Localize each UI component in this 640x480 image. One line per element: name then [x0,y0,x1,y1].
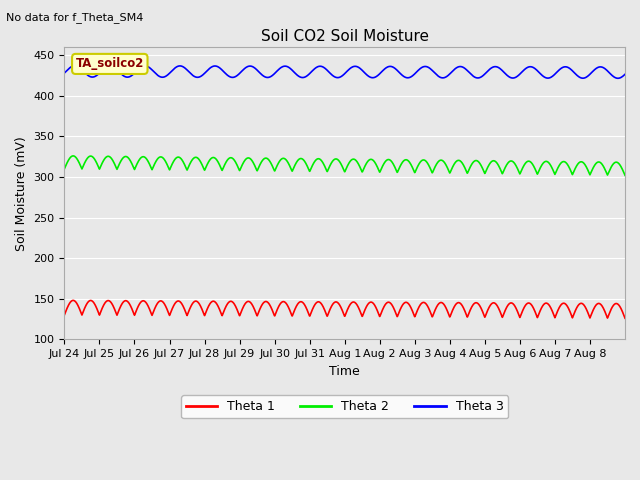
Legend: Theta 1, Theta 2, Theta 3: Theta 1, Theta 2, Theta 3 [181,395,508,418]
Text: TA_soilco2: TA_soilco2 [76,58,144,71]
Text: No data for f_Theta_SM4: No data for f_Theta_SM4 [6,12,144,23]
Y-axis label: Soil Moisture (mV): Soil Moisture (mV) [15,136,28,251]
X-axis label: Time: Time [330,365,360,378]
Title: Soil CO2 Soil Moisture: Soil CO2 Soil Moisture [260,29,429,44]
